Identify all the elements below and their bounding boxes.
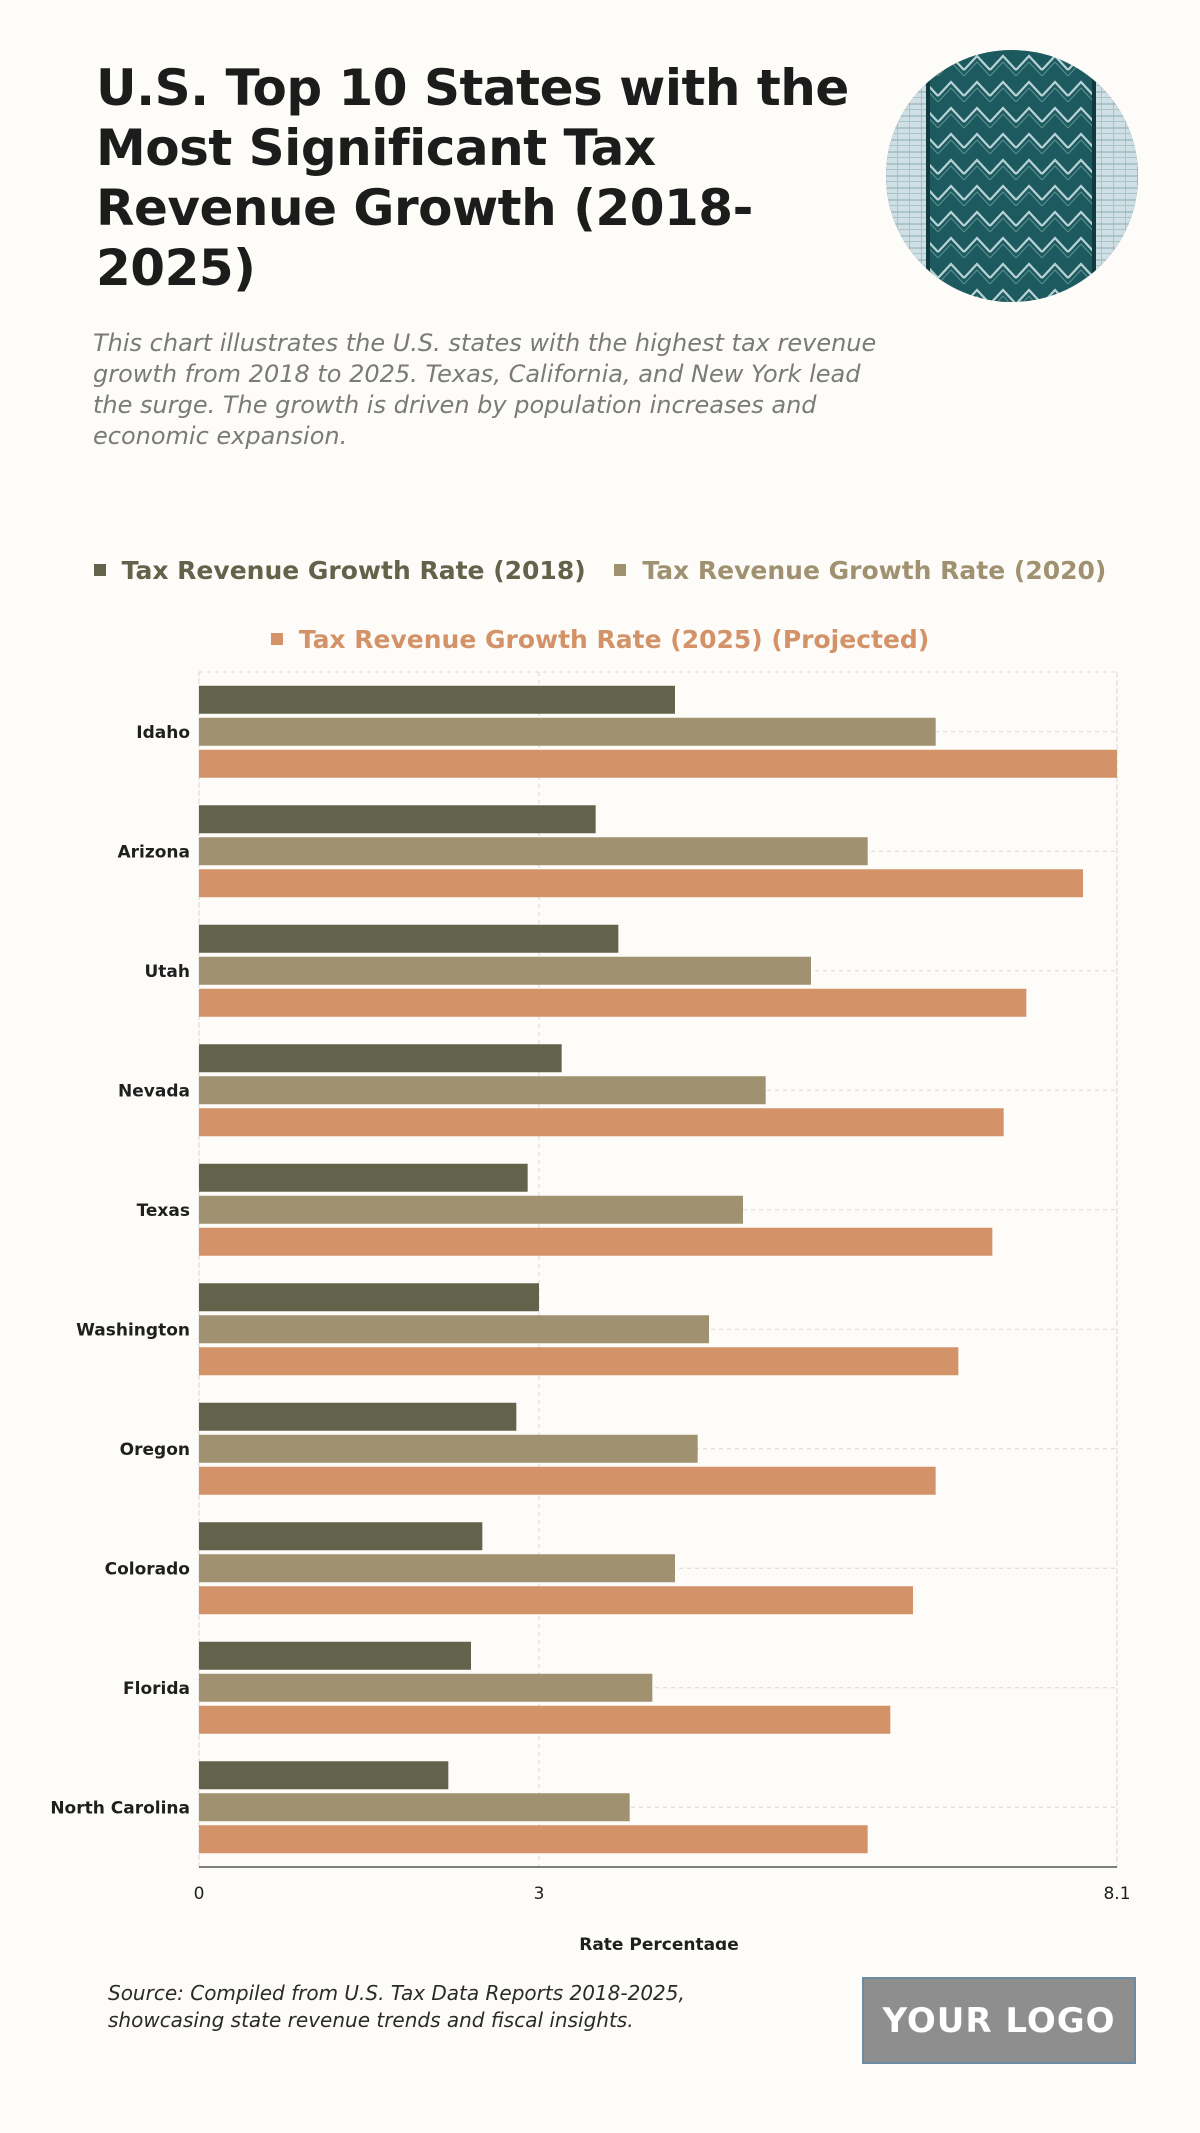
- y-tick-label: Texas: [137, 1201, 190, 1221]
- bar-chart: Idaho Arizona Utah Nevada Texas Washington Ore…: [50, 671, 1131, 1950]
- bar-oregon-2020: [199, 1434, 698, 1463]
- legend-row-1: Tax Revenue Growth Rate (2018) Tax Reven…: [0, 553, 1200, 585]
- bar-nevada-2025: [199, 1108, 1004, 1137]
- legend-row-2: Tax Revenue Growth Rate (2025) (Projecte…: [0, 622, 1200, 654]
- bar-colorado-2018: [199, 1522, 483, 1551]
- legend-item-2020: Tax Revenue Growth Rate (2020): [614, 556, 1106, 585]
- bar-north-carolina-2018: [199, 1761, 449, 1790]
- y-tick-label: Washington: [76, 1320, 190, 1340]
- bar-idaho-2018: [199, 685, 675, 714]
- chart-title: U.S. Top 10 States with the Most Signifi…: [96, 59, 849, 297]
- x-tick-label: 8.1: [1103, 1884, 1130, 1904]
- bar-nevada-2020: [199, 1076, 766, 1105]
- bar-utah-2025: [199, 988, 1027, 1017]
- y-tick-label: Nevada: [118, 1081, 190, 1101]
- legend-swatch-2025: [270, 633, 283, 645]
- y-tick-label: North Carolina: [50, 1798, 190, 1818]
- bar-arizona-2018: [199, 805, 596, 834]
- bar-florida-2020: [199, 1673, 653, 1702]
- x-axis-title: Rate Percentage: [579, 1935, 739, 1950]
- legend-item-2018: Tax Revenue Growth Rate (2018): [93, 555, 586, 585]
- bar-north-carolina-2020: [199, 1793, 630, 1822]
- bar-oregon-2018: [199, 1402, 517, 1431]
- bar-arizona-2020: [199, 837, 868, 866]
- bar-oregon-2025: [199, 1466, 936, 1495]
- bar-idaho-2025: [199, 749, 1117, 778]
- bar-florida-2025: [199, 1705, 891, 1734]
- bar-texas-2018: [199, 1163, 528, 1192]
- bar-florida-2018: [199, 1641, 471, 1670]
- y-tick-label: Utah: [144, 962, 190, 982]
- source-note: Source: Compiled from U.S. Tax Data Repo…: [108, 1981, 685, 2032]
- bar-nevada-2018: [199, 1044, 562, 1073]
- bar-washington-2018: [199, 1283, 539, 1312]
- legend-swatch-2018: [93, 564, 106, 576]
- y-tick-label: Colorado: [105, 1559, 190, 1579]
- bar-colorado-2020: [199, 1554, 675, 1583]
- legend-label-2020: Tax Revenue Growth Rate (2020): [642, 555, 1107, 585]
- legend-label-2025: Tax Revenue Growth Rate (2025) (Projecte…: [298, 624, 930, 654]
- bar-washington-2020: [199, 1315, 709, 1344]
- bar-texas-2025: [199, 1227, 993, 1256]
- bar-idaho-2020: [199, 717, 936, 746]
- legend-swatch-2020: [614, 564, 627, 576]
- building-facade-image: [886, 50, 1138, 302]
- y-tick-label: Idaho: [136, 723, 190, 743]
- bar-utah-2020: [199, 956, 811, 985]
- skyscraper-photo: [886, 50, 1138, 302]
- y-tick-label: Florida: [123, 1679, 190, 1699]
- bar-texas-2020: [199, 1195, 743, 1224]
- bar-washington-2025: [199, 1347, 959, 1376]
- bar-arizona-2025: [199, 869, 1083, 898]
- x-tick-label: 0: [194, 1884, 205, 1904]
- y-tick-label: Arizona: [117, 842, 190, 862]
- bar-utah-2018: [199, 924, 619, 953]
- logo-placeholder: YOUR LOGO: [862, 1977, 1136, 2064]
- bar-colorado-2025: [199, 1586, 913, 1615]
- x-tick-label: 3: [534, 1884, 545, 1904]
- legend-label-2018: Tax Revenue Growth Rate (2018): [121, 555, 586, 585]
- y-tick-label: Oregon: [120, 1440, 190, 1460]
- bar-north-carolina-2025: [199, 1825, 868, 1854]
- chart-description: This chart illustrates the U.S. states w…: [93, 329, 877, 450]
- legend-item-2025: Tax Revenue Growth Rate (2025) (Projecte…: [270, 624, 930, 654]
